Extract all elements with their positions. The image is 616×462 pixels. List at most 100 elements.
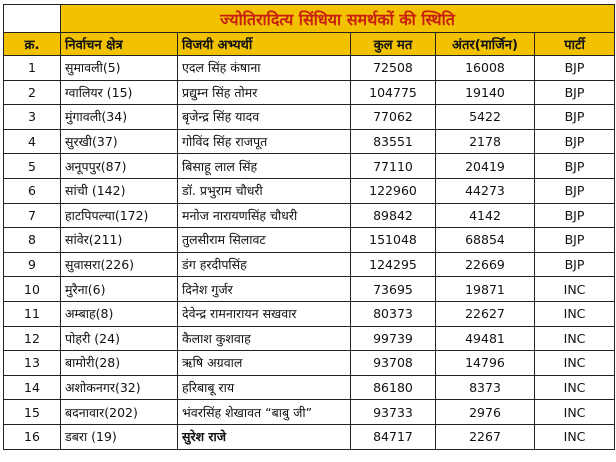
party-cell: BJP	[533, 153, 616, 179]
candidate-cell: एदल सिंह कंषाना	[177, 55, 351, 81]
candidate-cell: देवेन्द्र रामनारायन सखवार	[177, 300, 351, 327]
header-total-votes: कुल मत	[350, 32, 436, 56]
table-row: 13 बामोरी(28) ऋषि अग्रवाल 93708 14796 INC	[3, 350, 616, 376]
table-row: 11 अम्बाह(8) देवेन्द्र रामनारायन सखवार 8037…	[3, 300, 616, 327]
serial-cell: 4	[3, 128, 61, 155]
margin-cell: 16008	[435, 55, 535, 81]
party-cell: INC	[533, 276, 616, 302]
margin-cell: 44273	[435, 177, 535, 204]
table-row: 15 बदनावार(202) भंवरसिंह शेखावत “बाबु जी” 9…	[3, 399, 616, 425]
constituency-cell: अशोकनगर(32)	[60, 374, 178, 401]
party-cell: BJP	[533, 79, 616, 106]
total-votes-cell: 93733	[350, 399, 436, 425]
serial-cell: 12	[3, 325, 61, 352]
total-votes-cell: 124295	[350, 251, 436, 278]
table-row: 12 पोहरी (24) कैलाश कुशवाह 99739 49481 INC	[3, 325, 616, 352]
total-votes-cell: 73695	[350, 276, 436, 302]
party-cell: BJP	[533, 55, 616, 81]
table-title: ज्योतिरादित्य सिंधिया समर्थकों की स्थिति	[59, 4, 616, 33]
serial-cell: 7	[3, 202, 61, 229]
candidate-cell: बृजेन्द्र सिंह यादव	[177, 104, 351, 130]
table-row: 1 सुमावली(5) एदल सिंह कंषाना 72508 16008 BJP	[3, 55, 616, 81]
constituency-cell: सांवेर(211)	[60, 227, 178, 253]
candidate-cell: ऋषि अग्रवाल	[177, 350, 351, 376]
constituency-cell: पोहरी (24)	[60, 325, 178, 352]
constituency-cell: मुंगावली(34)	[60, 104, 178, 130]
margin-cell: 22627	[435, 300, 535, 327]
serial-cell: 2	[3, 79, 61, 106]
header-winning-candidate: विजयी अभ्यर्थी	[177, 32, 351, 56]
serial-cell: 1	[3, 55, 61, 81]
margin-cell: 2267	[435, 423, 535, 450]
candidate-cell: हरिबाबू राय	[177, 374, 351, 401]
table-row: 4 सुरखी(37) गोविंद सिंह राजपूत 83551 2178 BJP	[3, 128, 616, 155]
table-row: 16 डबरा (19) सुरेश राजे 84717 2267 INC	[3, 423, 616, 450]
margin-cell: 14796	[435, 350, 535, 376]
serial-cell: 16	[3, 423, 61, 450]
total-votes-cell: 83551	[350, 128, 436, 155]
serial-cell: 9	[3, 251, 61, 278]
title-blank-cell	[3, 4, 61, 33]
serial-cell: 3	[3, 104, 61, 130]
party-cell: BJP	[533, 251, 616, 278]
candidate-cell: डंग हरदीपसिंह	[177, 251, 351, 278]
constituency-cell: मुरैना(6)	[60, 276, 178, 302]
margin-cell: 4142	[435, 202, 535, 229]
total-votes-cell: 77062	[350, 104, 436, 130]
party-cell: INC	[533, 374, 616, 401]
margin-cell: 49481	[435, 325, 535, 352]
party-cell: INC	[533, 325, 616, 352]
party-cell: INC	[533, 423, 616, 450]
margin-cell: 8373	[435, 374, 535, 401]
constituency-cell: अम्बाह(8)	[60, 300, 178, 327]
constituency-cell: सुवासरा(226)	[60, 251, 178, 278]
candidate-cell: कैलाश कुशवाह	[177, 325, 351, 352]
total-votes-cell: 72508	[350, 55, 436, 81]
header-constituency: निर्वाचन क्षेत्र	[60, 32, 178, 56]
header-margin: अंतर(मार्जिन)	[435, 32, 535, 56]
results-table: ज्योतिरादित्य सिंधिया समर्थकों की स्थिति…	[3, 4, 616, 450]
margin-cell: 2976	[435, 399, 535, 425]
constituency-cell: अनूपपुर(87)	[60, 153, 178, 179]
constituency-cell: सांची (142)	[60, 177, 178, 204]
total-votes-cell: 86180	[350, 374, 436, 401]
party-cell: INC	[533, 399, 616, 425]
candidate-cell: मनोज नारायणसिंह चौधरी	[177, 202, 351, 229]
header-serial: क्र.	[3, 32, 61, 56]
serial-cell: 15	[3, 399, 61, 425]
header-party: पार्टी	[533, 32, 616, 56]
total-votes-cell: 122960	[350, 177, 436, 204]
serial-cell: 14	[3, 374, 61, 401]
margin-cell: 20419	[435, 153, 535, 179]
serial-cell: 5	[3, 153, 61, 179]
constituency-cell: बदनावार(202)	[60, 399, 178, 425]
party-cell: INC	[533, 350, 616, 376]
margin-cell: 19871	[435, 276, 535, 302]
title-row: ज्योतिरादित्य सिंधिया समर्थकों की स्थिति	[3, 4, 616, 33]
party-cell: BJP	[533, 202, 616, 229]
serial-cell: 6	[3, 177, 61, 204]
total-votes-cell: 84717	[350, 423, 436, 450]
candidate-cell: सुरेश राजे	[177, 423, 351, 450]
margin-cell: 2178	[435, 128, 535, 155]
candidate-cell: भंवरसिंह शेखावत “बाबु जी”	[177, 399, 351, 425]
table-row: 5 अनूपपुर(87) बिसाहू लाल सिंह 77110 20419 BJP	[3, 153, 616, 179]
party-cell: BJP	[533, 177, 616, 204]
table-row: 9 सुवासरा(226) डंग हरदीपसिंह 124295 22669 BJP	[3, 251, 616, 278]
constituency-cell: ग्वालियर (15)	[60, 79, 178, 106]
constituency-cell: सुमावली(5)	[60, 55, 178, 81]
margin-cell: 22669	[435, 251, 535, 278]
margin-cell: 19140	[435, 79, 535, 106]
table-row: 6 सांची (142) डॉ. प्रभुराम चौधरी 122960 4427…	[3, 177, 616, 204]
table-row: 2 ग्वालियर (15) प्रद्युम्न सिंह तोमर 104775…	[3, 79, 616, 106]
constituency-cell: डबरा (19)	[60, 423, 178, 450]
candidate-cell: बिसाहू लाल सिंह	[177, 153, 351, 179]
candidate-cell: गोविंद सिंह राजपूत	[177, 128, 351, 155]
margin-cell: 68854	[435, 227, 535, 253]
candidate-cell: डॉ. प्रभुराम चौधरी	[177, 177, 351, 204]
party-cell: INC	[533, 300, 616, 327]
constituency-cell: सुरखी(37)	[60, 128, 178, 155]
total-votes-cell: 89842	[350, 202, 436, 229]
serial-cell: 13	[3, 350, 61, 376]
